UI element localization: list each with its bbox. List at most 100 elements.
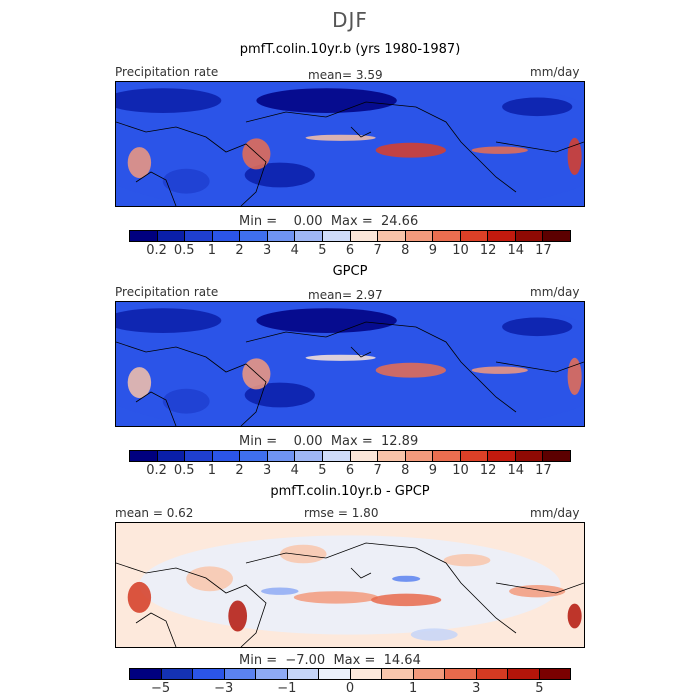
panel-1-map — [115, 81, 585, 207]
colorbar-tick-label: 7 — [373, 243, 382, 258]
colorbar-swatch — [433, 231, 461, 241]
precip-field-region — [471, 146, 528, 154]
precip-field-region — [186, 566, 233, 592]
coastline — [135, 171, 177, 206]
colorbar-tick-label: 4 — [290, 463, 299, 478]
precip-field-region — [228, 600, 248, 632]
colorbar-swatch — [322, 231, 351, 241]
panel-2-minmax: Min = 0.00 Max = 12.89 — [239, 434, 419, 449]
colorbar-swatch — [287, 669, 319, 679]
panel-2-units-label: mm/day — [530, 285, 580, 299]
colorbar-swatch — [212, 231, 241, 241]
colorbar-tick-label: −1 — [277, 681, 297, 696]
colorbar-tick-label: 1 — [207, 243, 217, 258]
panel-1-colorbar — [129, 230, 571, 242]
colorbar-swatch — [161, 669, 193, 679]
precip-field-region — [244, 382, 315, 408]
panel-3-title: pmfT.colin.10yr.b - GPCP — [270, 484, 430, 499]
colorbar-tick-label: 8 — [401, 243, 410, 258]
precip-field-region — [375, 142, 446, 158]
coastline — [116, 121, 267, 206]
precip-field-region — [392, 575, 421, 582]
precip-field-region — [371, 593, 442, 607]
colorbar-swatch — [405, 451, 434, 461]
precip-field-region — [116, 88, 222, 113]
season-title: DJF — [332, 8, 368, 32]
coastline — [135, 391, 177, 426]
precip-field-region — [261, 587, 299, 595]
precip-field-region — [242, 358, 271, 390]
precip-field-region — [256, 308, 397, 333]
precip-field-region — [116, 82, 584, 206]
colorbar-tick-label: 9 — [428, 243, 438, 258]
colorbar-swatch — [130, 231, 158, 241]
precip-field-region — [567, 137, 582, 175]
precip-field-region — [410, 628, 458, 641]
colorbar-swatch — [240, 451, 268, 461]
colorbar-swatch — [378, 451, 406, 461]
colorbar-tick-label: 0.2 — [146, 463, 167, 478]
panel-2-mean-label: mean= 2.97 — [308, 288, 383, 302]
panel-1-variable-label: Precipitation rate — [115, 65, 219, 79]
colorbar-swatch — [224, 669, 256, 679]
colorbar-swatch — [350, 669, 382, 679]
panel-3-mean-label: mean = 0.62 — [115, 506, 194, 520]
precip-field-region — [502, 97, 573, 117]
colorbar-tick-label: 3 — [472, 681, 481, 696]
colorbar-tick-label: 2 — [235, 463, 244, 478]
panel-3-colorbar-ticks: −5 −3 −1 0 1 3 5 — [129, 681, 571, 699]
precip-field-region — [242, 138, 271, 170]
coastline — [350, 346, 372, 358]
colorbar-tick-label: 7 — [373, 463, 382, 478]
colorbar-tick-label: 12 — [479, 243, 497, 258]
colorbar-tick-label: 9 — [428, 463, 438, 478]
colorbar-tick-label: 4 — [290, 243, 299, 258]
colorbar-swatch — [460, 231, 489, 241]
colorbar-swatch — [185, 451, 213, 461]
colorbar-tick-label: 10 — [452, 243, 469, 258]
colorbar-swatch — [319, 669, 351, 679]
panel-3-colorbar — [129, 668, 571, 680]
coastline — [495, 141, 584, 153]
colorbar-swatch — [508, 669, 540, 679]
precip-field-region — [375, 362, 446, 378]
colorbar-swatch — [256, 669, 288, 679]
coastline — [245, 101, 517, 193]
coastline — [245, 321, 517, 413]
colorbar-tick-label: −3 — [214, 681, 234, 696]
colorbar-tick-label: 1 — [409, 681, 418, 696]
precip-field-region — [567, 357, 582, 395]
colorbar-swatch — [267, 451, 296, 461]
panel-1-minmax: Min = 0.00 Max = 24.66 — [239, 214, 419, 229]
colorbar-swatch — [130, 669, 162, 679]
panel-1-colorbar-ticks: 0.2 0.5 1 2 3 4 5 6 7 8 9 10 12 14 17 — [129, 243, 571, 261]
colorbar-swatch — [515, 451, 544, 461]
panel-1-units-label: mm/day — [530, 65, 580, 79]
colorbar-swatch — [539, 669, 570, 679]
colorbar-tick-label: 17 — [535, 243, 552, 258]
coastline — [116, 562, 267, 647]
colorbar-tick-label: 0.2 — [146, 243, 167, 258]
colorbar-swatch — [157, 231, 186, 241]
precip-field-region — [305, 354, 376, 361]
colorbar-swatch — [515, 231, 544, 241]
precip-field-region — [127, 367, 152, 399]
coastline — [116, 341, 267, 426]
precip-field-region — [116, 302, 584, 426]
panel-3-units-label: mm/day — [530, 506, 580, 520]
colorbar-swatch — [295, 451, 323, 461]
precip-field-region — [244, 162, 315, 188]
colorbar-tick-label: 0.5 — [173, 463, 195, 478]
colorbar-swatch — [240, 231, 268, 241]
colorbar-swatch — [212, 451, 241, 461]
coastline — [350, 126, 372, 138]
colorbar-swatch — [488, 451, 516, 461]
colorbar-swatch — [405, 231, 434, 241]
precip-field-region — [162, 388, 210, 414]
precip-field-region — [127, 581, 152, 613]
colorbar-tick-label: 10 — [452, 463, 469, 478]
colorbar-tick-label: 0 — [345, 681, 355, 696]
panel-3-map-field — [116, 523, 584, 647]
precip-field-region — [162, 168, 210, 194]
coastline — [495, 582, 584, 594]
